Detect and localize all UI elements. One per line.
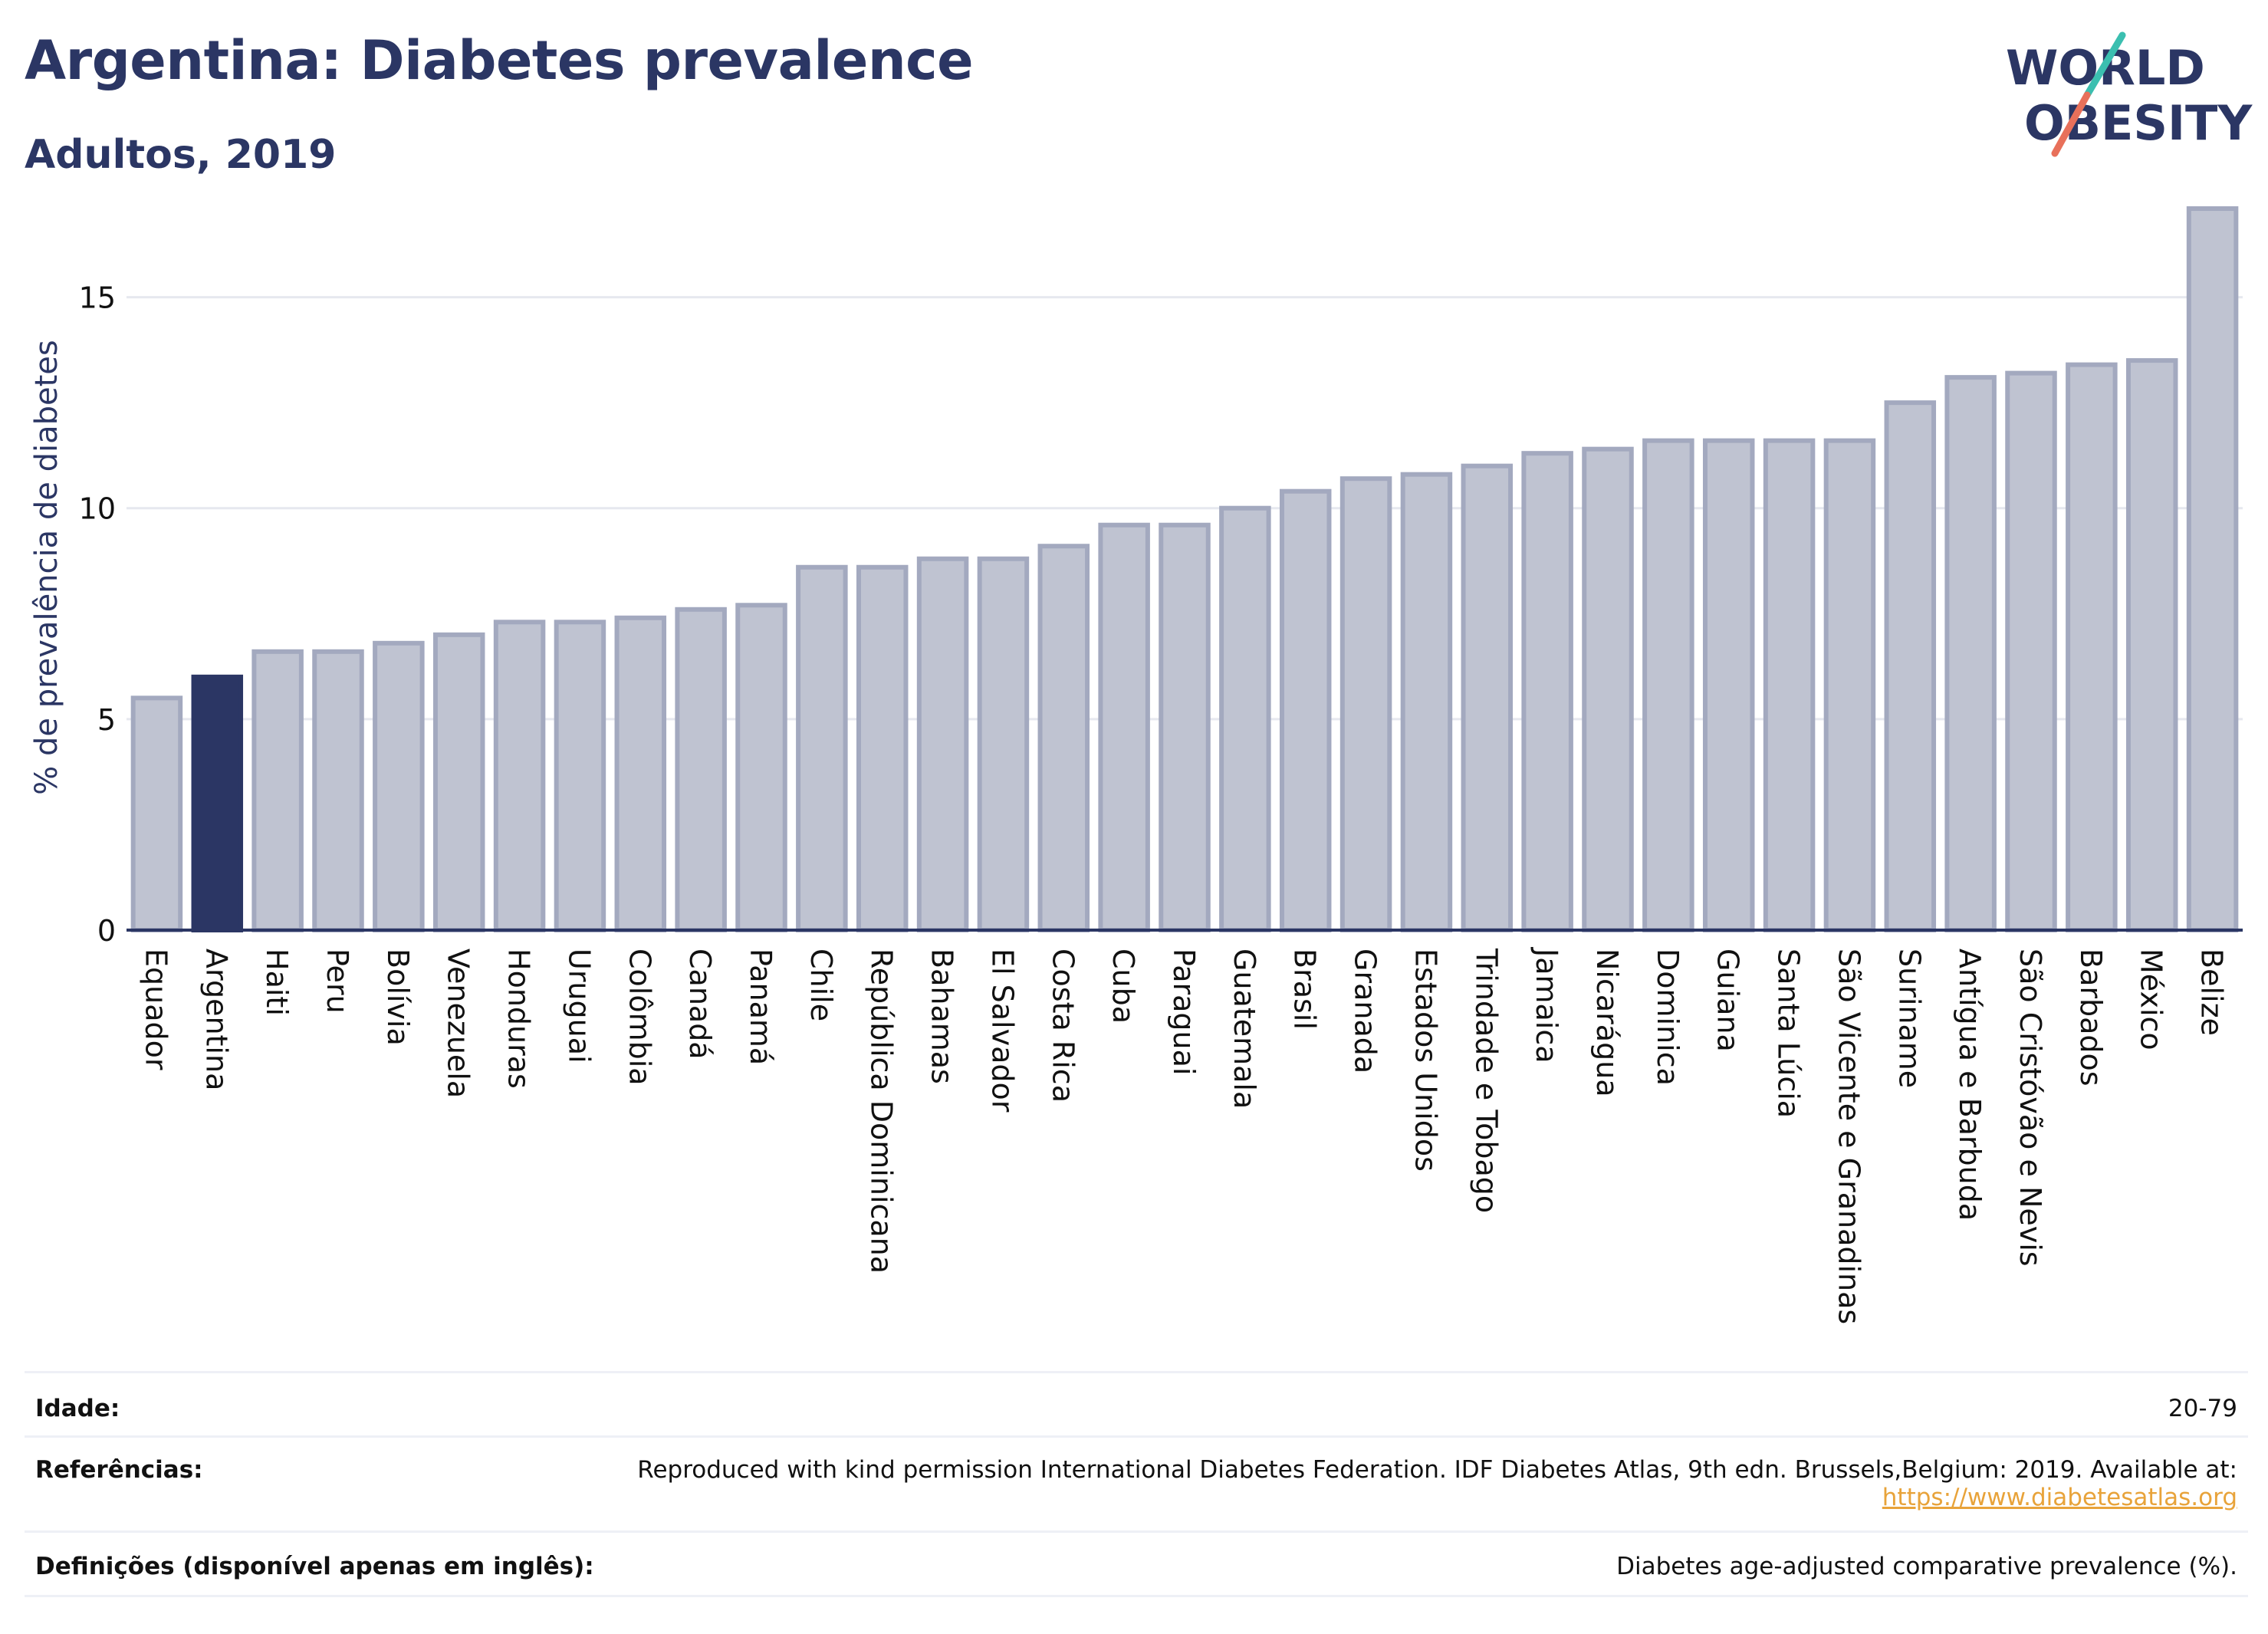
x-tick-label: São Vicente e Granadinas xyxy=(1832,949,1865,1324)
x-tick-label: Haiti xyxy=(260,949,294,1016)
meta-age-label: Idade: xyxy=(35,1395,120,1422)
bar xyxy=(1098,522,1150,932)
bar xyxy=(251,649,304,932)
x-tick-label: Equador xyxy=(139,949,173,1070)
x-tick-label: Brasil xyxy=(1288,949,1322,1030)
bars xyxy=(130,206,2239,933)
bar xyxy=(1884,400,1937,932)
x-tick-label: Costa Rica xyxy=(1046,949,1080,1103)
bar-chart: 0 5 10 15 Equador Argentina Haiti Peru Bolívia V… xyxy=(29,206,2243,1324)
bar xyxy=(1159,522,1211,932)
chart-title: Argentina: Diabetes prevalence xyxy=(25,29,974,92)
bar xyxy=(614,615,667,932)
chart-subtitle: Adultos, 2019 xyxy=(25,132,337,178)
x-tick-label: Canadá xyxy=(683,949,717,1060)
bar xyxy=(1279,488,1332,932)
x-tick-label: Jamaica xyxy=(1530,947,1563,1064)
meta-references-label: Referências: xyxy=(35,1456,203,1484)
x-tick-label: Bolívia xyxy=(381,949,415,1046)
bar xyxy=(2186,206,2239,932)
bar xyxy=(916,556,969,933)
meta-age-value: 20-79 xyxy=(2168,1395,2237,1422)
x-tick-label: Venezuela xyxy=(442,949,475,1098)
bar xyxy=(373,640,425,932)
x-tick-label: Chile xyxy=(804,949,838,1021)
y-tick-label: 0 xyxy=(97,914,116,948)
x-tick-label: República Dominicana xyxy=(865,949,899,1274)
bar xyxy=(1521,451,1573,932)
x-tick-label: Granada xyxy=(1349,949,1382,1073)
y-tick-label: 10 xyxy=(79,492,116,526)
bar xyxy=(675,607,727,932)
x-tick-label: Argentina xyxy=(199,949,233,1090)
x-tick-label: Estados Unidos xyxy=(1408,949,1442,1172)
x-tick-label: Uruguai xyxy=(562,949,596,1064)
bar xyxy=(1642,438,1694,932)
y-axis-label: % de prevalência de diabetes xyxy=(29,340,64,794)
bar xyxy=(554,620,606,932)
logo-slash-coral xyxy=(2051,91,2091,157)
x-tick-label: Colômbia xyxy=(623,949,656,1086)
x-tick-label: Barbados xyxy=(2074,949,2108,1087)
meta-references-value: Reproduced with kind permission Internat… xyxy=(551,1456,2237,1511)
y-tick-label: 15 xyxy=(79,281,116,315)
x-tick-label: Bahamas xyxy=(925,949,959,1084)
bar xyxy=(312,649,364,932)
bar-highlight xyxy=(191,674,244,932)
bar xyxy=(432,632,485,932)
bar xyxy=(796,564,848,932)
bar xyxy=(2125,358,2178,933)
x-tick-label: Santa Lúcia xyxy=(1772,949,1806,1118)
x-tick-label: Paraguai xyxy=(1167,949,1201,1075)
meta-age-row: Idade: 20-79 xyxy=(25,1371,2248,1438)
category-labels: Equador Argentina Haiti Peru Bolívia Venezuel… xyxy=(139,947,2228,1324)
x-tick-label: Cuba xyxy=(1106,949,1140,1024)
x-tick-label: Panamá xyxy=(744,949,777,1065)
bar xyxy=(1763,438,1816,932)
meta-definitions-label: Definições (disponível apenas em inglês)… xyxy=(35,1553,594,1580)
meta-definitions-value: Diabetes age-adjusted comparative preval… xyxy=(1616,1553,2237,1580)
bar xyxy=(1400,472,1453,932)
bar xyxy=(1339,476,1392,932)
logo-slash-teal xyxy=(2083,31,2126,99)
x-tick-label: Belize xyxy=(2195,949,2229,1036)
bar xyxy=(1823,438,1876,932)
x-tick-label: Trindade e Tobago xyxy=(1469,948,1503,1213)
bar xyxy=(1037,544,1090,932)
bar xyxy=(1582,446,1634,932)
meta-references-link[interactable]: https://www.diabetesatlas.org xyxy=(1882,1484,2237,1511)
bar xyxy=(493,620,546,932)
x-tick-label: Guiana xyxy=(1711,949,1745,1052)
bar xyxy=(2066,362,2118,933)
axes: 0 5 10 15 xyxy=(79,281,2243,948)
x-tick-label: Honduras xyxy=(502,949,536,1089)
meta-references-row: Referências: Reproduced with kind permis… xyxy=(25,1435,2248,1533)
bar xyxy=(1461,463,1514,932)
x-tick-label: México xyxy=(2135,949,2168,1050)
world-obesity-logo: WORLD OBESITY xyxy=(2006,31,2253,157)
bar xyxy=(977,556,1030,933)
bar xyxy=(735,603,787,933)
x-tick-label: El Salvador xyxy=(985,949,1019,1113)
bar xyxy=(1219,505,1271,932)
meta-references-text: Reproduced with kind permission Internat… xyxy=(637,1456,2237,1484)
bar xyxy=(1944,375,1997,932)
x-tick-label: Dominica xyxy=(1651,949,1685,1086)
bar xyxy=(2005,370,2057,932)
meta-bottom-rule xyxy=(25,1595,2248,1597)
x-tick-label: Antígua e Barbuda xyxy=(1953,949,1987,1221)
bar xyxy=(1702,438,1755,932)
x-tick-label: Guatemala xyxy=(1228,949,1261,1109)
bar xyxy=(130,695,183,932)
bar xyxy=(856,564,909,932)
meta-definitions-row: Definições (disponível apenas em inglês)… xyxy=(25,1530,2248,1597)
x-tick-label: Nicarágua xyxy=(1590,949,1624,1097)
x-tick-label: Suriname xyxy=(1892,949,1926,1088)
x-tick-label: Peru xyxy=(320,949,354,1014)
x-tick-label: São Cristóvão e Nevis xyxy=(2013,949,2047,1267)
y-tick-label: 5 xyxy=(97,703,116,737)
